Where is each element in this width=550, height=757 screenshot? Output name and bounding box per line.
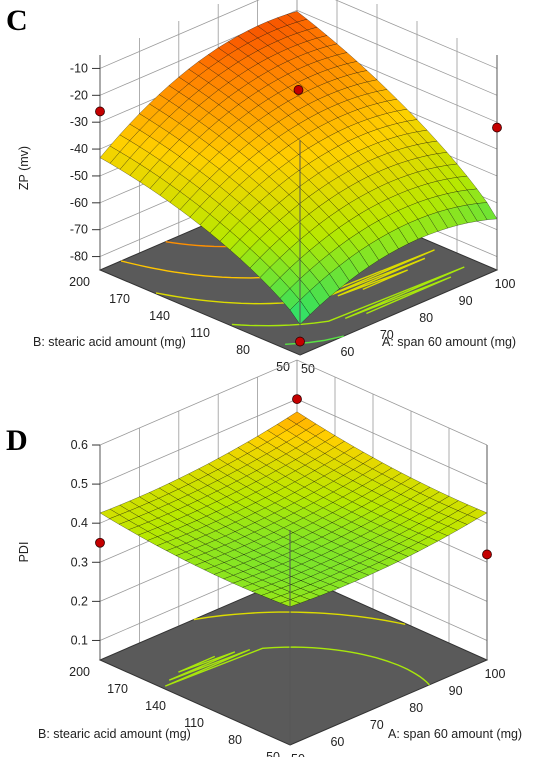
- z-tick-label: -70: [70, 223, 88, 237]
- y-tick-label: 200: [69, 275, 90, 289]
- y-tick-label: 140: [145, 699, 166, 713]
- panel-c-response-surface: [99, 11, 498, 325]
- z-tick-label: 0.2: [71, 594, 88, 608]
- panel-c-surface-plot: -10 -20 -30 -40 -50 -60 -70 -80 50 60 70 80 90 100 50 8…: [6, 0, 516, 376]
- y-tick-label: 140: [149, 309, 170, 323]
- z-tick-label: 0.4: [71, 516, 88, 530]
- y-tick-label: 80: [228, 733, 242, 747]
- z-tick-label: -30: [70, 115, 88, 129]
- y-tick-label: 80: [236, 343, 250, 357]
- x-tick-label: 60: [330, 735, 344, 749]
- y-tick-label: 110: [190, 326, 210, 340]
- floor-contour-line: [155, 249, 435, 305]
- floor-contour-line: [193, 611, 406, 625]
- z-tick-label: 0.5: [71, 477, 88, 491]
- x-tick-label: 70: [380, 328, 394, 342]
- z-tick-label: 0.1: [71, 633, 88, 647]
- back-wall-z-gridline: [99, 0, 498, 69]
- panel-c-design-points: [95, 85, 502, 347]
- y-tick-label: 170: [109, 292, 130, 306]
- y-tick-label: 170: [107, 682, 128, 696]
- z-tick-label: 0.6: [71, 438, 88, 452]
- panel-c-letter: C: [6, 4, 28, 37]
- x-tick-label: 90: [459, 294, 473, 308]
- y-tick-label: 110: [184, 716, 204, 730]
- x-tick-label: 80: [419, 311, 433, 325]
- z-tick-label: -80: [70, 250, 88, 264]
- panel-d-y-axis-title: B: stearic acid amount (mg): [38, 727, 191, 741]
- floor-contour-line: [285, 335, 344, 345]
- design-point-marker: [292, 394, 302, 404]
- z-tick-label: -50: [70, 169, 88, 183]
- x-tick-label: 50: [291, 752, 305, 757]
- panel-c-front-frame: [99, 55, 498, 355]
- z-tick-label: -60: [70, 196, 88, 210]
- x-tick-label: 90: [449, 684, 463, 698]
- design-point-marker: [293, 85, 304, 95]
- panel-d-tick-labels: 0.6 0.5 0.4 0.3 0.2 0.1 50 60 70 80 90 100 50 80 110 14…: [69, 438, 505, 757]
- design-point-marker: [492, 122, 502, 133]
- x-tick-label: 100: [485, 667, 506, 681]
- floor-contour-line: [231, 266, 465, 327]
- y-tick-label: 50: [276, 360, 290, 374]
- panel-d-letter: D: [6, 424, 28, 457]
- design-point-marker: [95, 106, 105, 117]
- x-tick-label: 50: [301, 362, 315, 376]
- y-tick-label: 200: [69, 665, 90, 679]
- z-tick-label: -10: [70, 61, 88, 75]
- z-tick-label: -40: [70, 142, 88, 156]
- x-tick-label: 100: [495, 277, 516, 291]
- panel-c-z-axis-title: ZP (mv): [17, 146, 31, 190]
- panel-c-tick-labels: -10 -20 -30 -40 -50 -60 -70 -80 50 60 70 80 90 100 50 8…: [69, 61, 515, 376]
- panel-d-design-points: [95, 394, 492, 560]
- z-tick-label: 0.3: [71, 555, 88, 569]
- x-tick-label: 80: [409, 701, 423, 715]
- panel-d-x-axis-title: A: span 60 amount (mg): [388, 727, 522, 741]
- design-point-marker: [95, 537, 105, 548]
- design-point-marker: [482, 549, 492, 560]
- panel-c-x-axis-title: A: span 60 amount (mg): [382, 335, 516, 349]
- y-tick-label: 50: [266, 750, 280, 757]
- panel-c-y-axis-title: B: stearic acid amount (mg): [33, 335, 186, 349]
- panel-d-z-axis-title: PDI: [17, 542, 31, 563]
- panel-d-surface-plot: 0.6 0.5 0.4 0.3 0.2 0.1 50 60 70 80 90 100 50 80 110 14…: [6, 359, 522, 757]
- panel-d-response-surface: [99, 411, 488, 607]
- x-tick-label: 70: [370, 718, 384, 732]
- floor-contour-line: [164, 646, 430, 687]
- z-tick-label: -20: [70, 88, 88, 102]
- design-point-marker: [295, 336, 305, 347]
- x-tick-label: 60: [340, 345, 354, 359]
